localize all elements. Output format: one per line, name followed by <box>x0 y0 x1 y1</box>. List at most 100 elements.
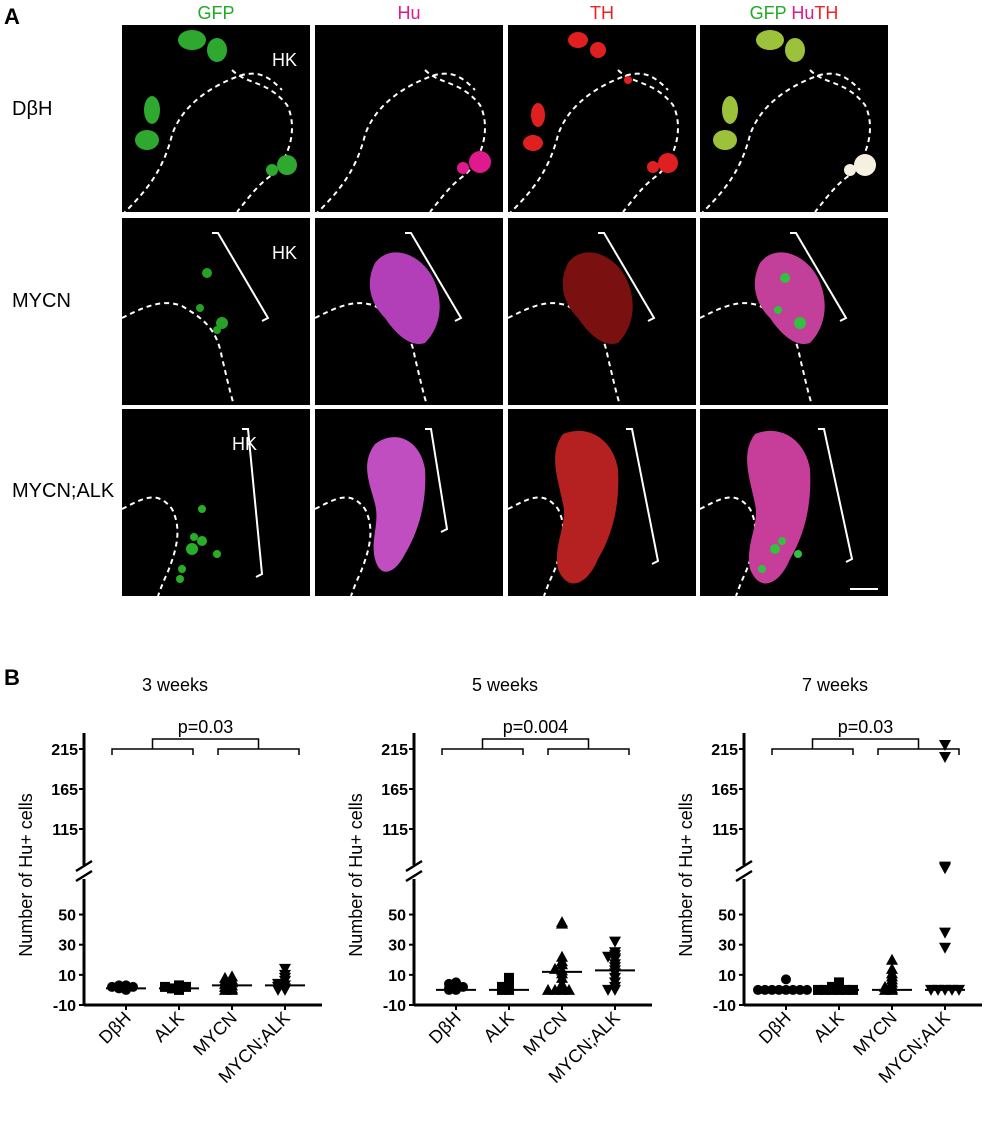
panel-a-letter: A <box>4 4 20 29</box>
y-tick-label: 165 <box>381 782 408 799</box>
comparison-bracket <box>151 738 260 749</box>
comparison-bracket <box>481 738 590 749</box>
chart-5-weeks: 5 weeks Number of Hu+ cells -10 10 30 50 115 16… <box>330 655 652 1111</box>
data-point <box>609 936 621 948</box>
data-point <box>602 951 614 963</box>
data-point <box>795 984 805 995</box>
data-point <box>609 947 621 959</box>
p-value-label: p=0.004 <box>503 717 569 737</box>
data-point <box>272 978 284 990</box>
axis-break-mark <box>405 869 423 883</box>
chart-title: 5 weeks <box>472 675 538 695</box>
axis-break-mark <box>735 859 753 873</box>
y-tick-label: -10 <box>383 998 406 1015</box>
data-point <box>556 916 568 928</box>
y-axis-label: Number of Hu+ cells <box>346 793 366 957</box>
comparison-bracket <box>441 748 524 755</box>
x-tick-label: ALK <box>480 1008 518 1046</box>
chart-title: 7 weeks <box>802 675 868 695</box>
data-point <box>167 983 177 994</box>
row-label-mycn: MYCN <box>12 290 71 312</box>
data-point <box>781 974 791 985</box>
axis-break-mark <box>405 859 423 873</box>
data-point <box>504 983 514 994</box>
data-point <box>886 962 898 974</box>
y-tick-label: 165 <box>51 782 78 799</box>
data-point <box>939 740 951 751</box>
micrograph-dbh-hu <box>315 25 503 212</box>
y-axis-label: Number of Hu+ cells <box>16 793 36 957</box>
data-point <box>760 984 770 995</box>
p-value-label: p=0.03 <box>178 717 234 737</box>
comparison-bracket <box>771 748 854 755</box>
x-tick-label: MYCN <box>189 1008 241 1060</box>
micrograph-mycn-merge <box>700 218 888 405</box>
comparison-bracket <box>547 748 630 755</box>
y-tick-label: 115 <box>712 822 738 839</box>
data-point <box>451 977 461 988</box>
data-point <box>504 972 514 983</box>
micrograph-mycn-alk-th <box>508 409 696 596</box>
y-tick-label: 30 <box>388 938 406 955</box>
channel-label-hu: Hu <box>397 3 421 23</box>
data-point <box>542 983 554 995</box>
data-point <box>781 984 791 995</box>
comparison-bracket <box>111 748 194 755</box>
y-tick-label: 10 <box>718 968 736 985</box>
micrograph-mycn-gfp: HK <box>122 218 310 405</box>
axis-break-mark <box>75 859 93 873</box>
data-point <box>925 984 937 996</box>
data-point <box>813 984 823 995</box>
y-tick-label: 165 <box>711 782 738 799</box>
axis-break-mark <box>735 869 753 883</box>
micrograph-dbh-gfp: HK <box>122 25 310 212</box>
row-label-mycn-alk: MYCN;ALK <box>12 480 115 502</box>
hk-label: HK <box>272 243 298 263</box>
y-tick-label: 30 <box>718 938 736 955</box>
data-point <box>602 984 614 996</box>
data-point <box>767 984 777 995</box>
data-point <box>556 950 568 962</box>
x-tick-label: DβH <box>95 1008 135 1048</box>
chart-5-weeks-svg: 5 weeks Number of Hu+ cells -10 10 30 50 115 16… <box>346 675 652 1087</box>
y-tick-label: 50 <box>58 908 76 925</box>
data-point <box>279 963 291 975</box>
micrograph-mycn-alk-merge <box>700 409 888 596</box>
y-tick-label: 215 <box>51 742 78 759</box>
comparison-bracket <box>217 748 300 755</box>
y-axis-label: Number of Hu+ cells <box>676 793 696 957</box>
data-point <box>563 983 575 995</box>
data-point <box>802 984 812 995</box>
data-point <box>774 984 784 995</box>
x-tick-label: MYCN <box>849 1008 901 1060</box>
channel-label-merge: GFP HuTH <box>749 3 839 23</box>
micrograph-dbh-merge <box>700 25 888 212</box>
y-tick-label: 10 <box>58 968 76 985</box>
data-point <box>939 752 951 763</box>
chart-7-weeks: 7 weeks Number of Hu+ cells -10 10 30 50 115 16… <box>660 655 982 1111</box>
y-tick-label: 115 <box>382 822 408 839</box>
y-tick-label: 10 <box>388 968 406 985</box>
data-point <box>181 981 191 992</box>
channel-label-gfp: GFP <box>197 3 235 23</box>
chart-3-weeks-svg: 3 weeks Number of Hu+ cells -10 10 30 50 115 16… <box>16 675 322 1087</box>
data-point <box>556 977 568 989</box>
data-point <box>834 977 844 988</box>
hk-label: HK <box>272 50 298 70</box>
data-point <box>827 981 837 992</box>
x-tick-label: DβH <box>425 1008 465 1048</box>
chart-title: 3 weeks <box>142 675 208 695</box>
data-point <box>279 969 291 981</box>
x-tick-label: MYCN <box>519 1008 571 1060</box>
data-point <box>953 984 965 996</box>
data-point <box>820 984 830 995</box>
y-tick-label: -10 <box>53 998 76 1015</box>
x-tick-label: ALK <box>810 1008 848 1046</box>
data-point <box>753 984 763 995</box>
data-point <box>114 980 124 991</box>
micrograph-mycn-hu <box>315 218 503 405</box>
x-tick-label: ALK <box>150 1008 188 1046</box>
micrograph-dbh-th <box>508 25 696 212</box>
chart-7-weeks-svg: 7 weeks Number of Hu+ cells -10 10 30 50 115 16… <box>676 675 982 1087</box>
data-point <box>549 962 561 974</box>
